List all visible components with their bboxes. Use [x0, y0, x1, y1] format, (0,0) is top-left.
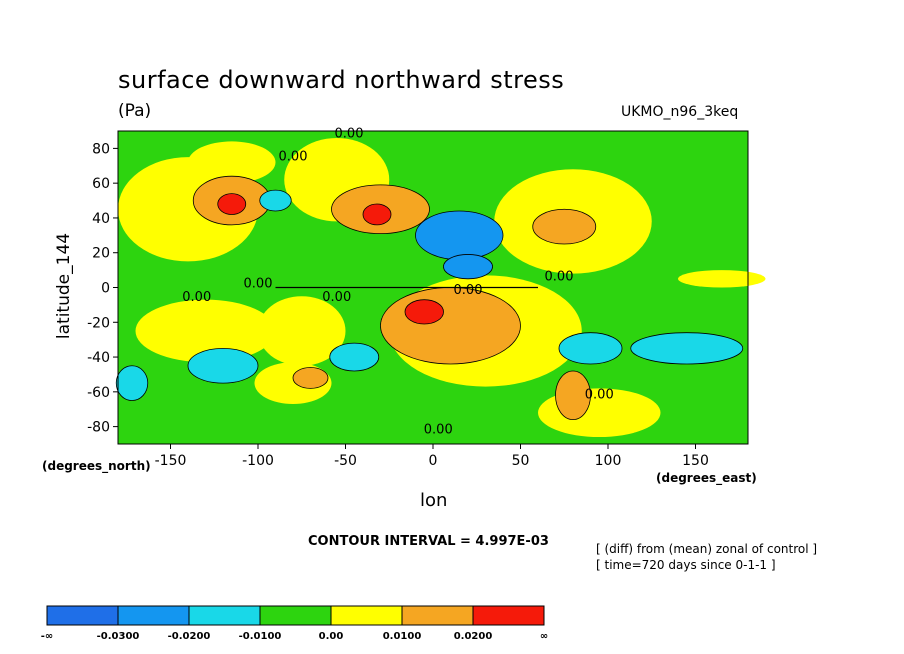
- contour-interval: CONTOUR INTERVAL = 4.997E-03: [308, 534, 549, 549]
- axes: -150 -100 -50 0 50 100 150 80 60 40 20 0 -20 -40 -60 -8…: [87, 130, 749, 469]
- contour-labels: 0.00 0.00 0.00 0.00 0.00 0.00 0.00 0.00 0.00: [182, 127, 613, 438]
- color-legend: -∞ -0.0300 -0.0200 -0.0100 0.00 0.0100 0.0200 ∞: [41, 605, 548, 642]
- legend-swatch-6: [472, 605, 545, 626]
- y-tick-label-1: 60: [92, 176, 110, 192]
- legend-swatch-1: [117, 605, 190, 626]
- field-region-5: [404, 299, 444, 325]
- field-region-16: [115, 365, 149, 401]
- x-tick-label-4: 50: [512, 453, 530, 469]
- field-region-9: [415, 210, 504, 261]
- field-region-15: [187, 347, 259, 384]
- field-region-14: [630, 332, 744, 365]
- field-region-11: [259, 189, 292, 212]
- x-tick-label-1: -100: [242, 453, 274, 469]
- legend-swatch-5: [401, 605, 474, 626]
- x-tick-label-3: 0: [429, 453, 438, 469]
- field-region-4: [380, 287, 521, 365]
- contour-label-3: 0.00: [244, 276, 273, 291]
- field-region-6: [532, 208, 597, 245]
- field-band-8: [678, 270, 766, 288]
- contour-label-8: 0.00: [424, 422, 453, 437]
- legend-label-1: -0.0300: [97, 631, 140, 642]
- field-region-1: [217, 193, 247, 215]
- x-axis-label: lon: [420, 490, 448, 511]
- x-axis-units: (degrees_east): [656, 471, 757, 485]
- field-band-9: [188, 141, 276, 184]
- legend-swatch-0: [46, 605, 119, 626]
- legend-swatch-2: [188, 605, 261, 626]
- x-tick-label-0: -150: [155, 453, 187, 469]
- y-tick-label-7: -60: [87, 385, 110, 401]
- legend-label-0: -∞: [41, 631, 53, 642]
- field-region-7: [555, 370, 591, 421]
- legend-label-3: -0.0100: [239, 631, 282, 642]
- legend-label-4: 0.00: [319, 631, 344, 642]
- contour-label-4: 0.00: [322, 290, 351, 305]
- plot-area: [115, 131, 766, 444]
- x-tick-label-5: 100: [595, 453, 622, 469]
- field-region-10: [443, 254, 493, 280]
- note-diff: [ (diff) from (mean) zonal of control ]: [596, 542, 818, 556]
- field-band-1: [258, 296, 346, 366]
- contour-label-6: 0.00: [545, 269, 574, 284]
- legend-label-2: -0.0200: [168, 631, 211, 642]
- legend-label-5: 0.0100: [383, 631, 422, 642]
- y-tick-label-3: 20: [92, 246, 110, 262]
- y-tick-label-8: -80: [87, 420, 110, 436]
- legend-label-7: ∞: [540, 631, 548, 642]
- note-time: [ time=720 days since 0-1-1 ]: [596, 558, 776, 572]
- legend-swatch-3: [259, 605, 332, 626]
- y-tick-label-2: 40: [92, 211, 110, 227]
- contour-label-0: 0.00: [279, 149, 308, 164]
- model-name: UKMO_n96_3keq: [621, 104, 739, 120]
- x-tick-label-2: -50: [334, 453, 357, 469]
- contour-label-5: 0.00: [454, 283, 483, 298]
- legend-label-6: 0.0200: [454, 631, 493, 642]
- field-region-12: [329, 342, 380, 372]
- legend-swatch-4: [330, 605, 403, 626]
- y-axis-units: (degrees_north): [42, 459, 151, 473]
- y-tick-label-0: 80: [92, 141, 110, 157]
- contour-label-1: 0.00: [335, 127, 364, 142]
- y-tick-label-6: -40: [87, 350, 110, 366]
- contour-label-2: 0.00: [182, 290, 211, 305]
- y-tick-label-4: 0: [101, 281, 110, 297]
- y-tick-label-5: -20: [87, 315, 110, 331]
- field-region-8: [292, 367, 329, 389]
- field-region-3: [362, 203, 392, 226]
- chart-title: surface downward northward stress: [118, 66, 565, 94]
- contour-label-7: 0.00: [585, 388, 614, 403]
- field-region-13: [558, 332, 623, 365]
- x-tick-label-6: 150: [682, 453, 709, 469]
- field-band-0: [135, 299, 276, 363]
- chart-units: (Pa): [118, 101, 152, 121]
